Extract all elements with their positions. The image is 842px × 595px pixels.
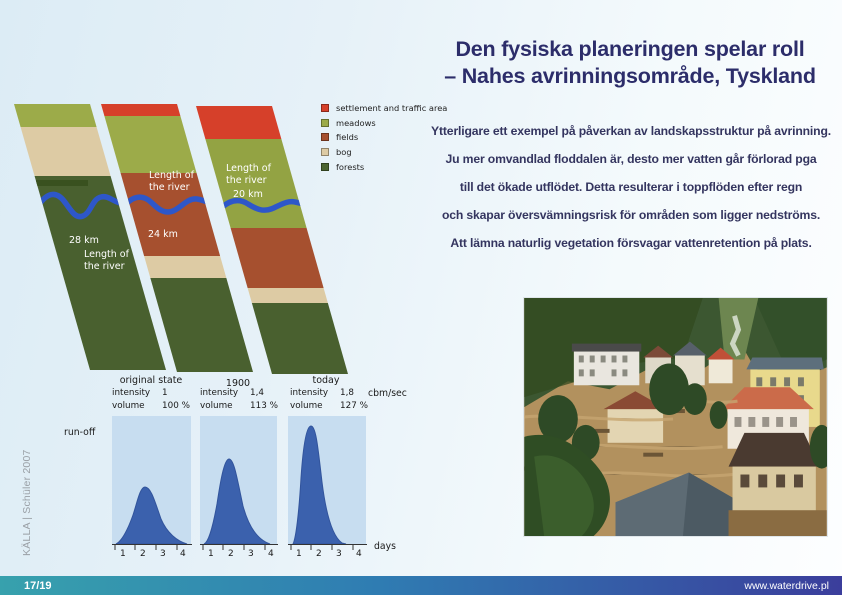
label-1900: 1900	[225, 378, 251, 389]
legend-label: fields	[336, 132, 359, 143]
volume-label: volume	[112, 401, 145, 411]
volume-label: volume	[200, 401, 233, 411]
tick-1: 1	[120, 549, 126, 558]
legend-item: settlement and traffic area	[321, 101, 447, 116]
tick-2: 2	[316, 549, 322, 558]
legend-label: meadows	[336, 117, 376, 128]
legend-label: bog	[336, 147, 352, 158]
river-caption-3b: the river	[226, 175, 267, 186]
fields-swatch-icon	[321, 133, 329, 142]
page-number: 17/19	[24, 579, 52, 592]
chart-header-3: intensity 1,8 volume 127 %	[290, 388, 380, 414]
volume-value: 113 %	[250, 401, 278, 411]
hydrograph-original-state: 1 2 3 4	[112, 416, 192, 558]
intensity-label: intensity	[290, 388, 329, 398]
bog-swatch-icon	[321, 148, 329, 157]
river-caption-1a: Length of	[84, 249, 130, 260]
intensity-value: 1,8	[340, 388, 354, 398]
days-axis-label: days	[374, 541, 396, 552]
tick-3: 3	[160, 549, 166, 558]
tick-4: 4	[356, 549, 362, 558]
tick-2: 2	[140, 549, 146, 558]
legend-item: forests	[321, 159, 447, 174]
tick-3: 3	[248, 549, 254, 558]
flood-photo	[523, 297, 828, 537]
runoff-curve	[115, 486, 188, 545]
river-1900	[123, 194, 212, 215]
chart-header-2: intensity 1,4 volume 113 %	[200, 388, 290, 414]
legend-label: settlement and traffic area	[336, 103, 448, 114]
intensity-value: 1,4	[250, 388, 264, 398]
runoff-curve	[203, 458, 271, 545]
intensity-label: intensity	[200, 388, 239, 398]
intensity-value: 1	[162, 388, 168, 398]
river-original	[35, 191, 127, 220]
runoff-axis-label: run-off	[64, 427, 96, 438]
chart-header-1: intensity 1 volume 100 %	[112, 388, 202, 414]
meadows-swatch-icon	[321, 118, 329, 127]
river-length-1: 28 km	[69, 235, 99, 246]
land-use-diagram: 28 km Length of the river Length of the …	[14, 104, 348, 374]
intensity-label: intensity	[112, 388, 151, 398]
river-caption-2b: the river	[149, 182, 190, 193]
source-note: KÄLLA | Schüler 2007	[21, 449, 33, 556]
legend-item: meadows	[321, 116, 447, 131]
forests-swatch-icon	[321, 162, 329, 171]
body-line: Ytterligare ett exempel på påverkan av l…	[431, 124, 831, 138]
body-text: Ytterligare ett exempel på påverkan av l…	[422, 117, 840, 257]
body-line: Att lämna naturlig vegetation försvagar …	[450, 236, 812, 250]
volume-value: 127 %	[340, 401, 368, 411]
river-caption-3a: Length of	[226, 163, 272, 174]
river-length-2: 24 km	[148, 229, 178, 240]
tick-4: 4	[180, 549, 186, 558]
website-link[interactable]: www.waterdrive.pl	[744, 579, 829, 592]
hydrograph-today: 1 2 3 4	[288, 416, 367, 558]
tick-4: 4	[268, 549, 274, 558]
land-use-legend: settlement and traffic area meadows fiel…	[321, 101, 447, 174]
runoff-curve	[292, 425, 347, 545]
tick-1: 1	[296, 549, 302, 558]
unit-label: cbm/sec	[368, 388, 407, 399]
title-line-1: Den fysiska planeringen spelar roll	[455, 37, 805, 61]
tick-3: 3	[336, 549, 342, 558]
river-caption-1b: the river	[84, 261, 125, 272]
river-caption-2a: Length of	[149, 170, 195, 181]
footer-bar: 17/19 www.waterdrive.pl	[0, 576, 842, 595]
body-line: Ju mer omvandlad floddalen är, desto mer…	[445, 152, 817, 166]
legend-item: bog	[321, 145, 447, 160]
title-line-2: – Nahes avrinningsområde, Tyskland	[444, 64, 816, 88]
label-original-state: original state	[119, 375, 183, 386]
river-length-3: 20 km	[233, 189, 263, 200]
legend-label: forests	[336, 161, 365, 172]
page-title: Den fysiska planeringen spelar roll – Na…	[420, 36, 840, 90]
tick-1: 1	[208, 549, 214, 558]
volume-value: 100 %	[162, 401, 190, 411]
volume-label: volume	[290, 401, 323, 411]
body-line: och skapar översvämningsrisk för områden…	[441, 208, 821, 222]
body-line: till det ökade utflödet. Detta resultera…	[459, 180, 803, 194]
label-today: today	[312, 375, 340, 386]
tick-2: 2	[228, 549, 234, 558]
legend-item: fields	[321, 130, 447, 145]
river-today	[218, 197, 309, 213]
hydrograph-1900: 1 2 3 4	[200, 416, 278, 558]
settlement-swatch-icon	[321, 104, 329, 113]
